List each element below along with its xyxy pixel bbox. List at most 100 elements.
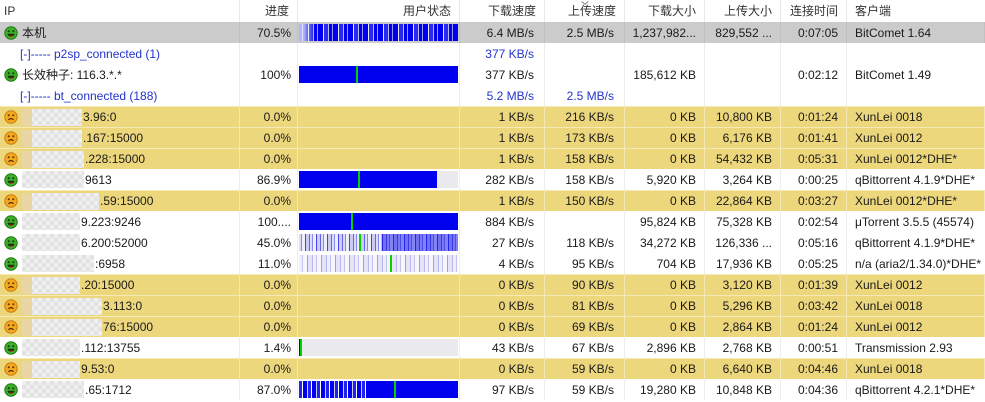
progress-cell: 45.0% bbox=[240, 232, 298, 253]
table-row[interactable]: 9613 86.9% 282 KB/s 158 KB/s 5,920 KB 3,264 K… bbox=[0, 169, 985, 190]
upload-size-value: 75,328 KB bbox=[715, 214, 772, 229]
column-header-dsize[interactable]: 下载大小 bbox=[625, 0, 705, 22]
column-header-label: 下载大小 bbox=[647, 4, 696, 18]
upload-speed-value: 216 KB/s bbox=[565, 110, 614, 124]
connect-time-cell: 0:00:25 bbox=[781, 169, 847, 190]
group-toggle-label[interactable]: [-]----- p2sp_connected (1) bbox=[20, 46, 161, 61]
download-speed-value: 43 KB/s bbox=[491, 340, 534, 355]
column-header-status[interactable]: 用户状态 bbox=[298, 0, 460, 22]
table-row[interactable]: [-]----- bt_connected (188) 5.2 MB/s 2.5 M… bbox=[0, 85, 985, 106]
table-row[interactable]: .65:1712 87.0% 97 KB/s 59 KB/s 19,280 KB 10,8… bbox=[0, 379, 985, 400]
column-header-usize[interactable]: 上传大小 bbox=[705, 0, 781, 22]
download-speed-value: 27 KB/s bbox=[491, 235, 534, 250]
client-value: μTorrent 3.5.5 (45574) bbox=[855, 214, 974, 229]
user-status-cell bbox=[298, 191, 460, 211]
connect-time-value: 0:01:41 bbox=[797, 131, 838, 145]
table-row[interactable]: 长效种子: 116.3.*.* 100% 377 KB/s 185,612 KB 0:0… bbox=[0, 64, 985, 85]
download-size-value: 19,280 KB bbox=[639, 382, 696, 397]
download-size-value: 0 KB bbox=[669, 194, 696, 208]
table-row[interactable]: 9.53:0 0.0% 0 KB/s 59 KB/s 0 KB 6,640 KB 0:04:… bbox=[0, 358, 985, 379]
client-value: XunLei 0018 bbox=[855, 299, 923, 313]
download-speed-value: 377 KB/s bbox=[485, 46, 534, 61]
client-cell: XunLei 0012 bbox=[847, 317, 985, 337]
download-size-value: 5,920 KB bbox=[646, 172, 696, 187]
download-size-value: 95,824 KB bbox=[639, 214, 696, 229]
ip-label: .59:15000 bbox=[100, 194, 154, 208]
user-status-cell bbox=[298, 211, 460, 232]
table-row[interactable]: .167:15000 0.0% 1 KB/s 173 KB/s 0 KB 6,176 KB… bbox=[0, 127, 985, 148]
masked-ip-blur bbox=[22, 108, 82, 126]
column-header-dspeed[interactable]: 下载速度 bbox=[460, 0, 545, 22]
client-value: XunLei 0012 bbox=[855, 278, 923, 292]
green-smiley-face-icon bbox=[4, 25, 18, 40]
column-header-uspeed[interactable]: 上传速度 bbox=[545, 0, 625, 22]
download-speed-cell: 1 KB/s bbox=[460, 191, 545, 211]
ip-cell: .112:13755 bbox=[0, 337, 240, 358]
connect-time-cell: 0:01:41 bbox=[781, 128, 847, 148]
download-size-value: 0 KB bbox=[669, 152, 696, 166]
table-row[interactable]: 76:15000 0.0% 0 KB/s 69 KB/s 0 KB 2,864 KB 0:0… bbox=[0, 316, 985, 337]
table-row[interactable]: :6958 11.0% 4 KB/s 95 KB/s 704 KB 17,936 KB 0:… bbox=[0, 253, 985, 274]
download-size-value: 1,237,982... bbox=[632, 25, 696, 40]
sort-indicator-icon bbox=[580, 1, 589, 5]
column-header-client[interactable]: 客户端 bbox=[847, 0, 985, 22]
table-row[interactable]: .228:15000 0.0% 1 KB/s 158 KB/s 0 KB 54,432 K… bbox=[0, 148, 985, 169]
upload-speed-cell: 150 KB/s bbox=[545, 191, 625, 211]
client-cell: Transmission 2.93 bbox=[847, 337, 985, 358]
table-row[interactable]: 3.96:0 0.0% 1 KB/s 216 KB/s 0 KB 10,800 KB 0:0… bbox=[0, 106, 985, 127]
progress-value: 0.0% bbox=[263, 362, 291, 376]
upload-size-cell: 10,800 KB bbox=[705, 107, 781, 127]
user-status-cell bbox=[298, 232, 460, 253]
upload-size-cell bbox=[705, 64, 781, 85]
connect-time-value: 0:05:16 bbox=[797, 235, 838, 250]
progress-value: 11.0% bbox=[257, 256, 291, 271]
upload-size-cell: 829,552 ... bbox=[705, 22, 781, 43]
connect-time-value: 0:02:54 bbox=[797, 214, 838, 229]
column-header-ip[interactable]: IP bbox=[0, 0, 240, 22]
progress-value: 87.0% bbox=[256, 382, 291, 397]
masked-ip-blur bbox=[22, 213, 80, 230]
connect-time-cell: 0:04:46 bbox=[781, 359, 847, 379]
column-header-time[interactable]: 连接时间 bbox=[781, 0, 847, 22]
download-size-cell: 185,612 KB bbox=[625, 64, 705, 85]
column-header-label: 客户端 bbox=[855, 4, 892, 18]
client-cell: BitComet 1.64 bbox=[847, 22, 985, 43]
upload-size-value: 6,176 KB bbox=[722, 131, 772, 145]
connect-time-value: 0:04:46 bbox=[797, 362, 838, 376]
upload-size-cell: 17,936 KB bbox=[705, 253, 781, 274]
download-speed-cell: 1 KB/s bbox=[460, 128, 545, 148]
download-speed-cell: 0 KB/s bbox=[460, 296, 545, 316]
bar-fill bbox=[299, 255, 458, 272]
connect-time-value: 0:05:25 bbox=[797, 256, 838, 271]
client-value: XunLei 0012 bbox=[855, 131, 923, 145]
ip-label: 本机 bbox=[22, 26, 47, 40]
upload-size-value: 2,864 KB bbox=[722, 320, 772, 334]
ip-label: 长效种子: 116.3.*.* bbox=[22, 68, 122, 82]
ip-cell: .20:15000 bbox=[0, 275, 240, 295]
ip-cell: .65:1712 bbox=[0, 379, 240, 400]
table-row[interactable]: .59:15000 0.0% 1 KB/s 150 KB/s 0 KB 22,864 KB… bbox=[0, 190, 985, 211]
group-toggle-label[interactable]: [-]----- bt_connected (188) bbox=[20, 88, 158, 103]
green-smiley-face-icon bbox=[4, 256, 18, 271]
table-row[interactable]: 6.200:52000 45.0% 27 KB/s 118 KB/s 34,272 KB… bbox=[0, 232, 985, 253]
progress-cell: 87.0% bbox=[240, 379, 298, 400]
connect-time-value: 0:03:42 bbox=[797, 299, 838, 313]
orange-frown-face-icon bbox=[4, 299, 18, 313]
table-row[interactable]: 3.113:0 0.0% 0 KB/s 81 KB/s 0 KB 5,296 KB 0:03… bbox=[0, 295, 985, 316]
piece-availability-bar bbox=[299, 234, 458, 251]
progress-cell: 0.0% bbox=[240, 149, 298, 169]
table-row[interactable]: 本机 70.5% 6.4 MB/s 2.5 MB/s 1,237,982... 829,5… bbox=[0, 22, 985, 43]
progress-cell: 0.0% bbox=[240, 317, 298, 337]
upload-size-cell: 6,176 KB bbox=[705, 128, 781, 148]
download-speed-value: 0 KB/s bbox=[498, 362, 534, 376]
upload-size-value: 10,800 KB bbox=[715, 110, 772, 124]
table-row[interactable]: .112:13755 1.4% 43 KB/s 67 KB/s 2,896 KB 2,76… bbox=[0, 337, 985, 358]
table-row[interactable]: 9.223:9246 100.... 884 KB/s 95,824 KB 75,328… bbox=[0, 211, 985, 232]
user-status-cell bbox=[298, 107, 460, 127]
table-row[interactable]: .20:15000 0.0% 0 KB/s 90 KB/s 0 KB 3,120 KB 0:… bbox=[0, 274, 985, 295]
column-header-progress[interactable]: 进度 bbox=[240, 0, 298, 22]
connect-time-value: 0:01:39 bbox=[797, 278, 838, 292]
table-row[interactable]: [-]----- p2sp_connected (1) 377 KB/s bbox=[0, 43, 985, 64]
green-smiley-face-icon bbox=[4, 340, 18, 355]
